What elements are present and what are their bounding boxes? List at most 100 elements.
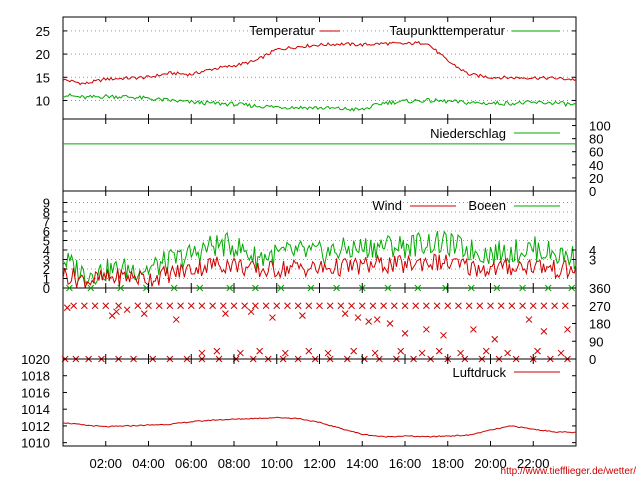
direction-mark-stroke [476, 302, 484, 310]
wind-ytick-label: 0 [43, 281, 50, 296]
direction-point [369, 302, 377, 310]
direction-mark-stroke [299, 312, 306, 319]
legend-niederschlag-label: Niederschlag [430, 126, 506, 141]
direction-mark-stroke [102, 302, 110, 310]
direction-point [91, 302, 99, 310]
direction-calm-point [333, 284, 340, 292]
direction-point [337, 302, 345, 310]
direction-mark-stroke [341, 310, 349, 317]
direction-mark-stroke [166, 302, 174, 310]
wind-ytick-label: 8 [43, 205, 50, 220]
direction-mark-stroke [423, 326, 430, 333]
direction-mark-stroke [316, 302, 323, 310]
direction-mark-stroke [482, 347, 490, 355]
direction-point [529, 302, 537, 310]
pressure-ytick-label: 1012 [21, 419, 50, 434]
direction-mark-stroke [241, 302, 249, 310]
direction-mark-stroke [256, 347, 264, 355]
x-tick-label: 10:00 [260, 456, 293, 471]
direction-mark-stroke [305, 302, 313, 310]
direction-mark-stroke [252, 302, 259, 310]
direction-mark-stroke [187, 302, 195, 310]
direction-point [324, 349, 332, 357]
direction-point [504, 349, 511, 357]
direction-point [187, 302, 195, 310]
direction-mark-stroke [457, 349, 464, 357]
direction-point [341, 310, 349, 317]
direction-ytick-label: 360 [589, 281, 611, 296]
direction-point [540, 328, 548, 335]
direction-mark-stroke [91, 302, 99, 310]
direction-mark-stroke [115, 302, 122, 310]
direction-point [487, 302, 494, 310]
direction-mark-stroke [433, 302, 441, 310]
direction-point [534, 347, 541, 355]
direction-point [418, 349, 426, 357]
direction-calm-point [277, 284, 285, 292]
direction-mark-stroke [324, 349, 332, 357]
direction-point [222, 310, 229, 317]
direction-point [433, 302, 441, 310]
direction-point [198, 302, 206, 310]
x-tick-label: 08:00 [218, 456, 251, 471]
wind-ytick-label: 2 [43, 262, 50, 277]
direction-point [564, 326, 571, 333]
direction-calm-point [196, 284, 204, 292]
direction-mark-stroke [284, 302, 291, 310]
direction-mark-stroke [465, 302, 473, 310]
direction-calm-point [252, 284, 259, 292]
direction-ytick-label: 180 [589, 317, 611, 332]
temp-ytick-label: 20 [36, 47, 50, 62]
direction-mark-stroke [401, 330, 409, 337]
direction-point [172, 316, 180, 323]
wind-ytick-label: 4 [43, 243, 50, 258]
direction-mark-stroke [540, 328, 548, 335]
direction-point [299, 312, 306, 319]
direction-point [373, 316, 381, 323]
direction-mark-stroke [423, 302, 430, 310]
direction-point [166, 302, 174, 310]
direction-mark-stroke [519, 284, 526, 292]
x-tick-label: 20:00 [474, 456, 507, 471]
pressure-ytick-label: 1014 [21, 402, 50, 417]
direction-mark-stroke [269, 314, 276, 321]
precip-ytick-label: 0 [589, 184, 596, 199]
direction-point [219, 302, 227, 310]
luftdruck-line [62, 416, 577, 438]
direction-point [365, 318, 373, 325]
direction-calm-point [493, 284, 501, 292]
wind-ytick-label: 3 [43, 253, 50, 268]
direction-point [284, 302, 291, 310]
direction-mark-stroke [177, 302, 184, 310]
direction-mark-stroke [172, 316, 180, 323]
direction-mark-stroke [384, 284, 392, 292]
direction-mark-stroke [113, 308, 120, 316]
direction-point [81, 302, 88, 310]
direction-point [491, 335, 499, 343]
direction-mark-stroke [305, 347, 313, 355]
direction-point [123, 306, 131, 314]
direction-mark-stroke [540, 302, 548, 310]
direction-point [358, 302, 366, 310]
legend-boeen-label: Boeen [468, 198, 506, 213]
direction-point [281, 349, 289, 357]
direction-mark-stroke [326, 302, 334, 310]
direction-mark-stroke [337, 302, 345, 310]
direction-point [230, 302, 238, 310]
direction-point [70, 302, 78, 310]
panel-temperature: 10 15 20 25 Temperatur Taupunkttemperatur [36, 16, 577, 120]
direction-point [354, 314, 362, 321]
footer-url[interactable]: http://www.tiefflieger.de/wetter/ [501, 466, 637, 477]
wind-ytick-label: 7 [43, 215, 50, 230]
temp-ytick-label: 15 [36, 70, 50, 85]
direction-mark-stroke [358, 302, 366, 310]
direction-mark-stroke [226, 284, 234, 292]
direction-calm-point [307, 284, 315, 292]
direction-point [155, 302, 163, 310]
x-tick-label: 06:00 [175, 456, 208, 471]
x-tick-label: 18:00 [431, 456, 464, 471]
direction-calm-point [544, 284, 552, 292]
direction-mark-stroke [196, 284, 204, 292]
